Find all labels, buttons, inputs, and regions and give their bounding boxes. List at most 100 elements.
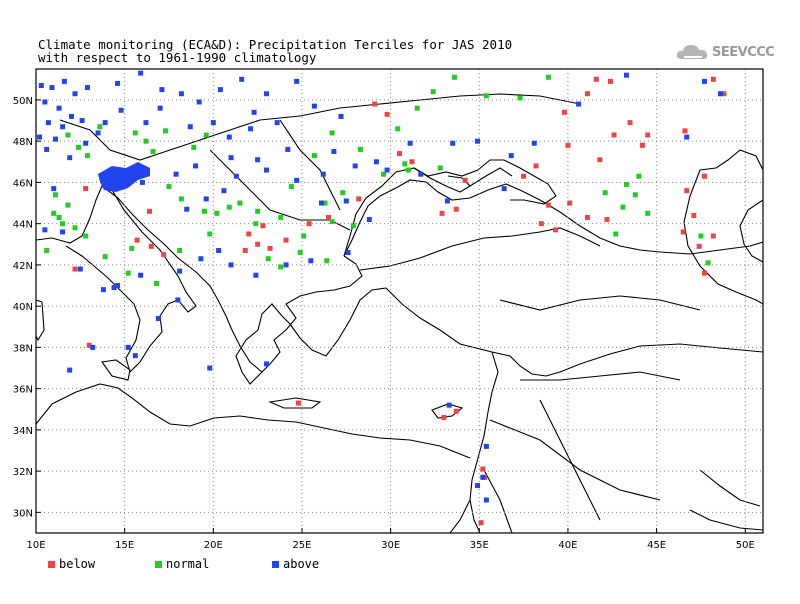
station-below xyxy=(565,142,571,148)
station-above xyxy=(68,113,74,119)
station-normal xyxy=(381,171,387,177)
station-below xyxy=(72,266,78,272)
station-below xyxy=(584,214,590,220)
station-normal xyxy=(329,219,335,225)
legend: below normal above xyxy=(0,557,800,577)
station-above xyxy=(320,171,326,177)
station-below xyxy=(553,227,559,233)
logo-text: SEEVCCC xyxy=(712,44,775,60)
station-above xyxy=(373,159,379,165)
station-below xyxy=(255,241,261,247)
station-below xyxy=(478,520,484,526)
seevccc-logo: SEEVCCC xyxy=(676,42,775,62)
slovenia-above-cluster xyxy=(98,162,150,192)
station-below xyxy=(545,202,551,208)
station-above xyxy=(125,344,131,350)
station-normal xyxy=(51,210,57,216)
station-normal xyxy=(483,93,489,99)
station-above xyxy=(61,78,67,84)
station-above xyxy=(111,285,117,291)
station-above xyxy=(228,262,234,268)
station-above xyxy=(90,344,96,350)
station-above xyxy=(187,124,193,130)
lon-tick-label: 30E xyxy=(381,540,400,551)
lat-tick-label: 40N xyxy=(13,302,33,313)
station-below xyxy=(701,173,707,179)
station-below xyxy=(521,173,527,179)
station-normal xyxy=(177,247,183,253)
station-above xyxy=(175,297,181,303)
station-below xyxy=(608,78,614,84)
legend-swatch-normal xyxy=(155,560,162,568)
station-above xyxy=(177,268,183,274)
station-above xyxy=(483,443,489,449)
station-below xyxy=(86,342,92,348)
lat-tick-label: 48N xyxy=(13,137,33,148)
station-above xyxy=(311,103,317,109)
station-below xyxy=(148,243,154,249)
station-normal xyxy=(545,74,551,80)
station-normal xyxy=(705,260,711,266)
station-above xyxy=(576,101,582,107)
station-above xyxy=(294,177,300,183)
station-above xyxy=(79,118,85,124)
station-above xyxy=(139,179,145,185)
stations xyxy=(37,70,727,526)
station-above xyxy=(331,148,337,154)
station-normal xyxy=(65,202,71,208)
station-normal xyxy=(150,148,156,154)
station-above xyxy=(274,120,280,126)
station-above xyxy=(184,206,190,212)
station-below xyxy=(146,208,152,214)
station-normal xyxy=(44,247,50,253)
lat-tick-label: 34N xyxy=(13,426,33,437)
station-above xyxy=(294,78,300,84)
station-above xyxy=(338,113,344,119)
station-below xyxy=(691,212,697,218)
lon-tick-label: 10E xyxy=(26,540,45,551)
station-above xyxy=(45,120,51,126)
station-normal xyxy=(255,208,261,214)
station-normal xyxy=(437,165,443,171)
station-above xyxy=(221,188,227,194)
station-normal xyxy=(451,74,457,80)
coastlines-and-borders xyxy=(36,93,763,533)
legend-label-normal: normal xyxy=(166,557,210,571)
station-below xyxy=(453,206,459,212)
station-below xyxy=(441,415,447,421)
station-above xyxy=(264,167,270,173)
legend-item-normal: normal xyxy=(155,557,209,571)
station-normal xyxy=(632,192,638,198)
station-above xyxy=(264,91,270,97)
station-normal xyxy=(83,233,89,239)
station-above xyxy=(178,91,184,97)
lat-tick-label: 46N xyxy=(13,178,33,189)
station-normal xyxy=(288,184,294,190)
station-normal xyxy=(278,264,284,270)
station-above xyxy=(233,173,239,179)
station-below xyxy=(242,247,248,253)
station-above xyxy=(475,483,481,489)
station-above xyxy=(138,70,144,76)
station-below xyxy=(533,163,539,169)
station-above xyxy=(196,99,202,105)
station-normal xyxy=(350,223,356,229)
lat-tick-label: 42N xyxy=(13,261,33,272)
station-above xyxy=(684,134,690,140)
station-normal xyxy=(191,144,197,150)
station-above xyxy=(193,163,199,169)
station-above xyxy=(143,120,149,126)
station-above xyxy=(159,87,165,93)
station-above xyxy=(343,198,349,204)
axis-ticks: 10E 15E 20E 25E 30E 35E 40E 45E 50E 30N 32N 34N 36N 3… xyxy=(13,96,755,551)
lat-tick-label: 36N xyxy=(13,385,33,396)
station-above xyxy=(38,82,44,88)
station-above xyxy=(318,200,324,206)
station-below xyxy=(645,132,651,138)
station-above xyxy=(203,196,209,202)
station-below xyxy=(538,221,544,227)
station-above xyxy=(132,353,138,359)
station-above xyxy=(42,99,48,105)
station-normal xyxy=(201,208,207,214)
